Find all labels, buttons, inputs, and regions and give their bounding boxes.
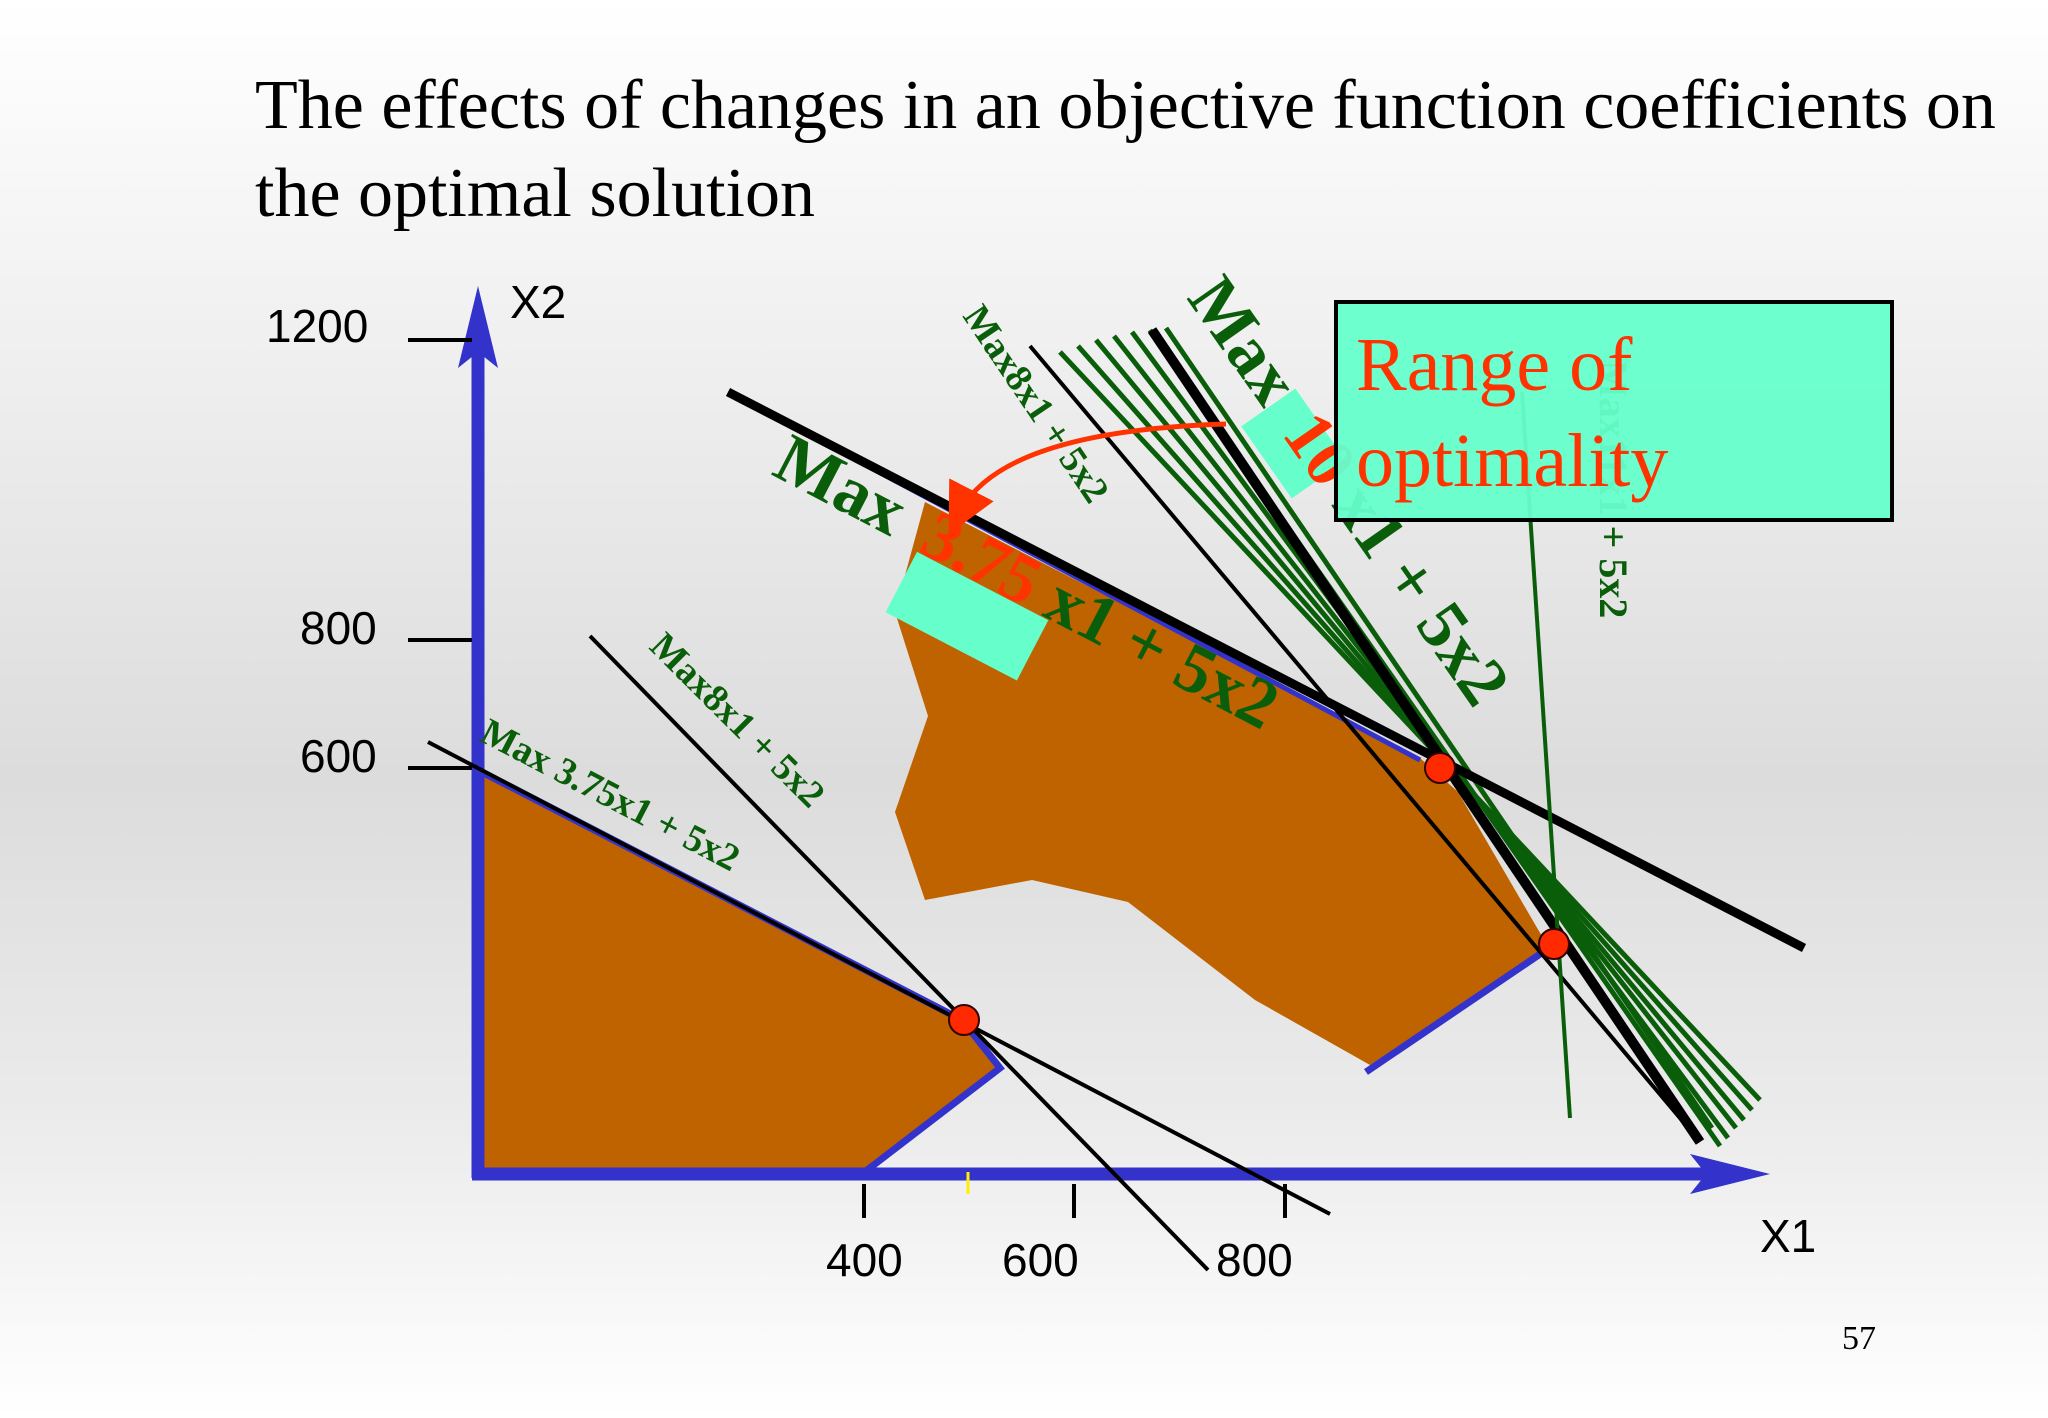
optimal-point-small	[948, 1004, 980, 1036]
y-tick-label-1200: 1200	[266, 300, 368, 352]
coef-10-highlight	[1241, 388, 1346, 499]
feasible-region-small	[478, 768, 1000, 1174]
x-axis-arrowhead	[1690, 1154, 1770, 1194]
objective-line-10-top	[1147, 327, 1705, 1145]
feasible-region-large	[895, 502, 1550, 1065]
x-axis-name: X1	[1760, 1210, 1816, 1262]
x-tick-label-400: 400	[826, 1234, 903, 1286]
y-axis-arrowhead	[458, 286, 498, 368]
label-max-375-prefix: Max	[763, 420, 919, 551]
x-tick-label-600: 600	[1002, 1234, 1079, 1286]
slide-title: The effects of changes in an objective f…	[255, 67, 1996, 232]
objective-line-375-top	[725, 388, 1807, 952]
coef-375-highlight	[885, 551, 1049, 681]
constraint-boundary-large-bottom	[1364, 943, 1554, 1075]
range-of-optimality-line2: optimality	[1356, 419, 1668, 503]
objective-line-8-top	[1028, 344, 1692, 1132]
coefficient-change-arrow	[948, 421, 1227, 535]
optimal-point-large-upper	[1424, 752, 1456, 784]
range-of-optimality-line1: Range of	[1356, 323, 1633, 407]
objective-line-375-small	[427, 740, 1331, 1216]
x-tick-label-800: 800	[1216, 1234, 1293, 1286]
objective-line-8-small	[588, 634, 1210, 1272]
y-tick-label-800: 800	[300, 602, 377, 654]
optimal-point-large-lower	[1538, 928, 1570, 960]
page-number: 57	[1842, 1320, 1876, 1357]
y-axis-name: X2	[510, 276, 566, 328]
y-tick-label-600: 600	[300, 730, 377, 782]
label-max-8-top: Max8x1 + 5x2	[955, 298, 1118, 511]
range-of-optimality-box	[1334, 300, 1894, 522]
